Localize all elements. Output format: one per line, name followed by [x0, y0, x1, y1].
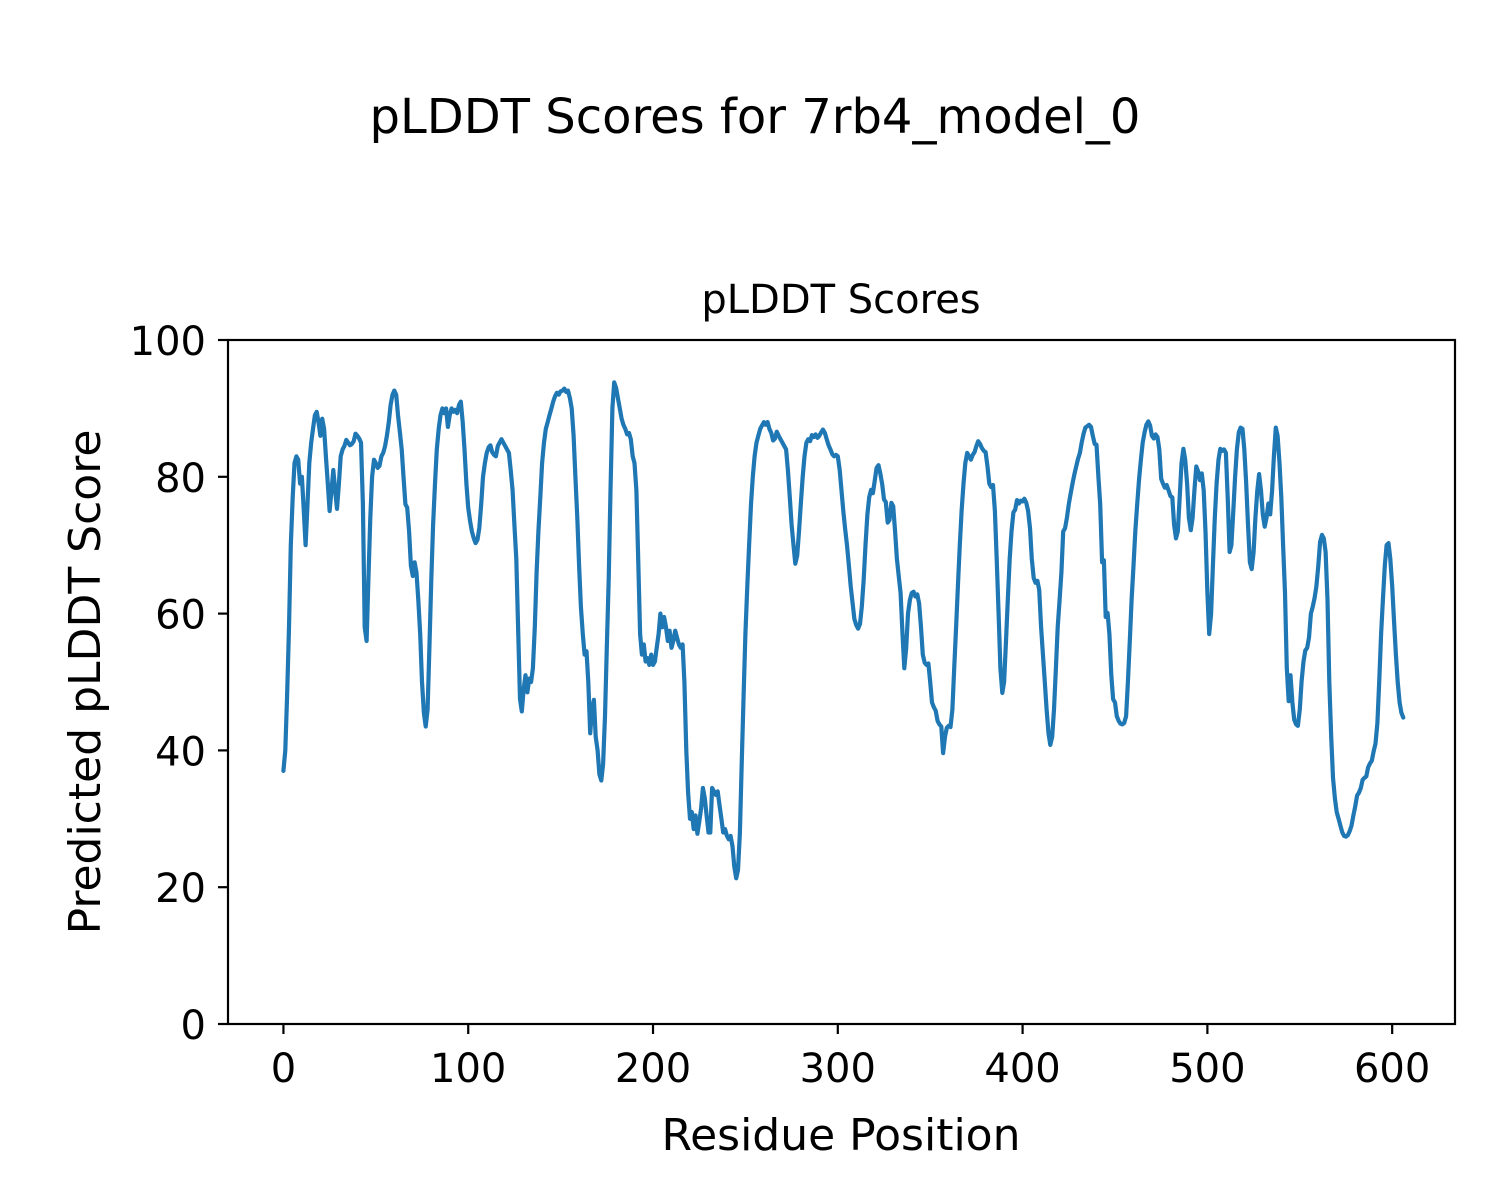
ticks: 0 100 200 300 400 500 600 0 20 40 60 80 100	[130, 319, 1431, 1092]
x-tick-label: 200	[615, 1046, 691, 1092]
x-tick-label: 500	[1169, 1046, 1245, 1092]
x-axis-label: Residue Position	[661, 1110, 1020, 1161]
x-tick-label: 0	[271, 1046, 296, 1092]
x-tick-label: 600	[1354, 1046, 1430, 1092]
axes-title: pLDDT Scores	[701, 277, 980, 323]
x-tick-label: 300	[800, 1046, 876, 1092]
y-axis-label: Predicted pLDDT Score	[60, 430, 111, 935]
axes-spines	[226, 338, 1457, 1026]
axes-frame	[226, 338, 1457, 1026]
x-tick-label: 100	[430, 1046, 506, 1092]
y-tick-label: 0	[181, 1003, 206, 1049]
figure-title: pLDDT Scores for 7rb4_model_0	[370, 89, 1141, 145]
y-tick-label: 60	[155, 593, 206, 639]
data-line-layer	[281, 380, 1406, 881]
y-tick-label: 40	[155, 729, 206, 775]
y-tick-label: 20	[155, 866, 206, 912]
x-tick-label: 400	[984, 1046, 1060, 1092]
plddt-line	[281, 380, 1406, 881]
y-tick-label: 100	[130, 319, 206, 365]
y-tick-label: 80	[155, 456, 206, 502]
